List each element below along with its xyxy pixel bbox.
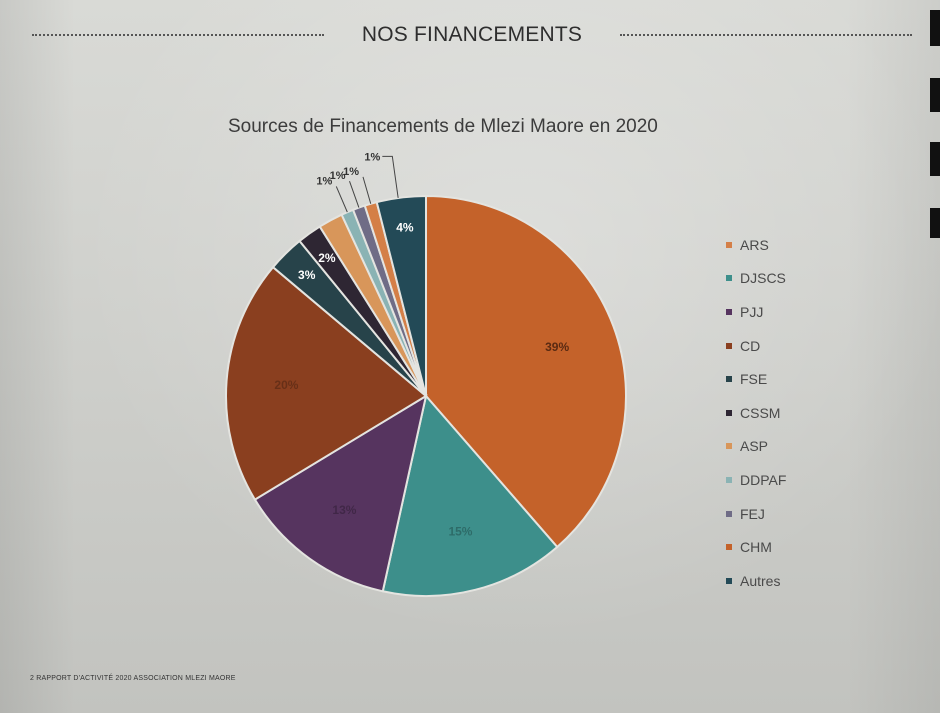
legend-swatch (726, 577, 732, 584)
page-footer: 2 RAPPORT D'ACTIVITÉ 2020 ASSOCIATION ML… (30, 675, 236, 682)
data-label-cssm: 2% (318, 251, 336, 265)
legend-item-autres: Autres (726, 564, 846, 598)
legend-label: Autres (740, 572, 781, 589)
legend-swatch (726, 275, 732, 282)
legend-swatch (726, 476, 732, 483)
section-header: NOS FINANCEMENTS (32, 20, 912, 50)
page-edge-tabs (930, 0, 940, 713)
legend-item-ddpaf: DDPAF (726, 463, 846, 497)
legend-item-pjj: PJJ (726, 295, 846, 329)
legend-item-cd: CD (726, 329, 846, 363)
leader-line-ddpaf (335, 186, 348, 213)
legend-label: CSSM (740, 404, 781, 421)
legend-label: DDPAF (740, 471, 787, 488)
edge-tab (930, 78, 940, 112)
edge-tab (930, 208, 940, 238)
legend-label: CD (740, 337, 761, 354)
legend-item-djscs: DJSCS (726, 262, 846, 296)
data-label-extra: 1% (364, 151, 380, 163)
edge-tab (930, 142, 940, 176)
data-label-chm: 39% (545, 340, 569, 354)
legend-swatch (726, 342, 732, 349)
legend-item-fej: FEJ (726, 497, 846, 531)
page-title: NOS FINANCEMENTS (361, 23, 583, 46)
leader-line-fej (349, 181, 360, 208)
data-label-cd: 20% (274, 378, 298, 392)
pie-slice-autres (375, 194, 427, 397)
legend-item-fse: FSE (726, 362, 846, 396)
data-label-autres: 4% (396, 220, 414, 234)
legend-label: PJJ (740, 303, 764, 320)
legend-item-asp: ASP (726, 430, 846, 464)
data-label-pjj: 13% (332, 503, 356, 517)
legend-swatch (726, 443, 732, 450)
pie-slice-cd (225, 265, 428, 501)
data-label-fej: 1% (330, 170, 346, 182)
legend-swatch (726, 510, 732, 517)
chart-title: Sources de Financements de Mlezi Maore e… (228, 116, 658, 137)
legend-swatch (726, 376, 732, 383)
legend-label: DJSCS (740, 270, 786, 287)
data-label-ddpaf: 1% (316, 175, 332, 187)
legend-label: CHM (740, 539, 772, 556)
pie-slice-pjj (253, 393, 428, 593)
legend-item-cssm: CSSM (726, 396, 846, 430)
edge-tab (930, 10, 940, 46)
legend-label: ASP (740, 438, 769, 455)
pie-slice-djscs (381, 393, 559, 597)
legend-swatch (726, 308, 732, 315)
header-dotted-rule-left (32, 34, 324, 36)
legend-swatch (726, 241, 732, 248)
leader-line-extra (382, 155, 399, 199)
legend-label: FSE (740, 371, 768, 388)
pie-slice-chm (425, 194, 627, 549)
header-dotted-rule-right (620, 34, 912, 36)
leader-line-ars (362, 176, 372, 204)
data-label-fse: 3% (298, 268, 316, 282)
data-label-ars: 1% (343, 166, 359, 178)
legend-item-ars: ARS (726, 228, 846, 262)
data-label-djscs: 15% (448, 525, 472, 539)
legend-label: FEJ (740, 505, 765, 522)
chart-legend: ARS DJSCS PJJ CD FSE CSSM ASP DDPAF FEJ CHM Autres (726, 228, 846, 598)
legend-item-chm: CHM (726, 530, 846, 564)
legend-label: ARS (740, 236, 769, 253)
legend-swatch (726, 544, 732, 551)
legend-swatch (726, 409, 732, 416)
